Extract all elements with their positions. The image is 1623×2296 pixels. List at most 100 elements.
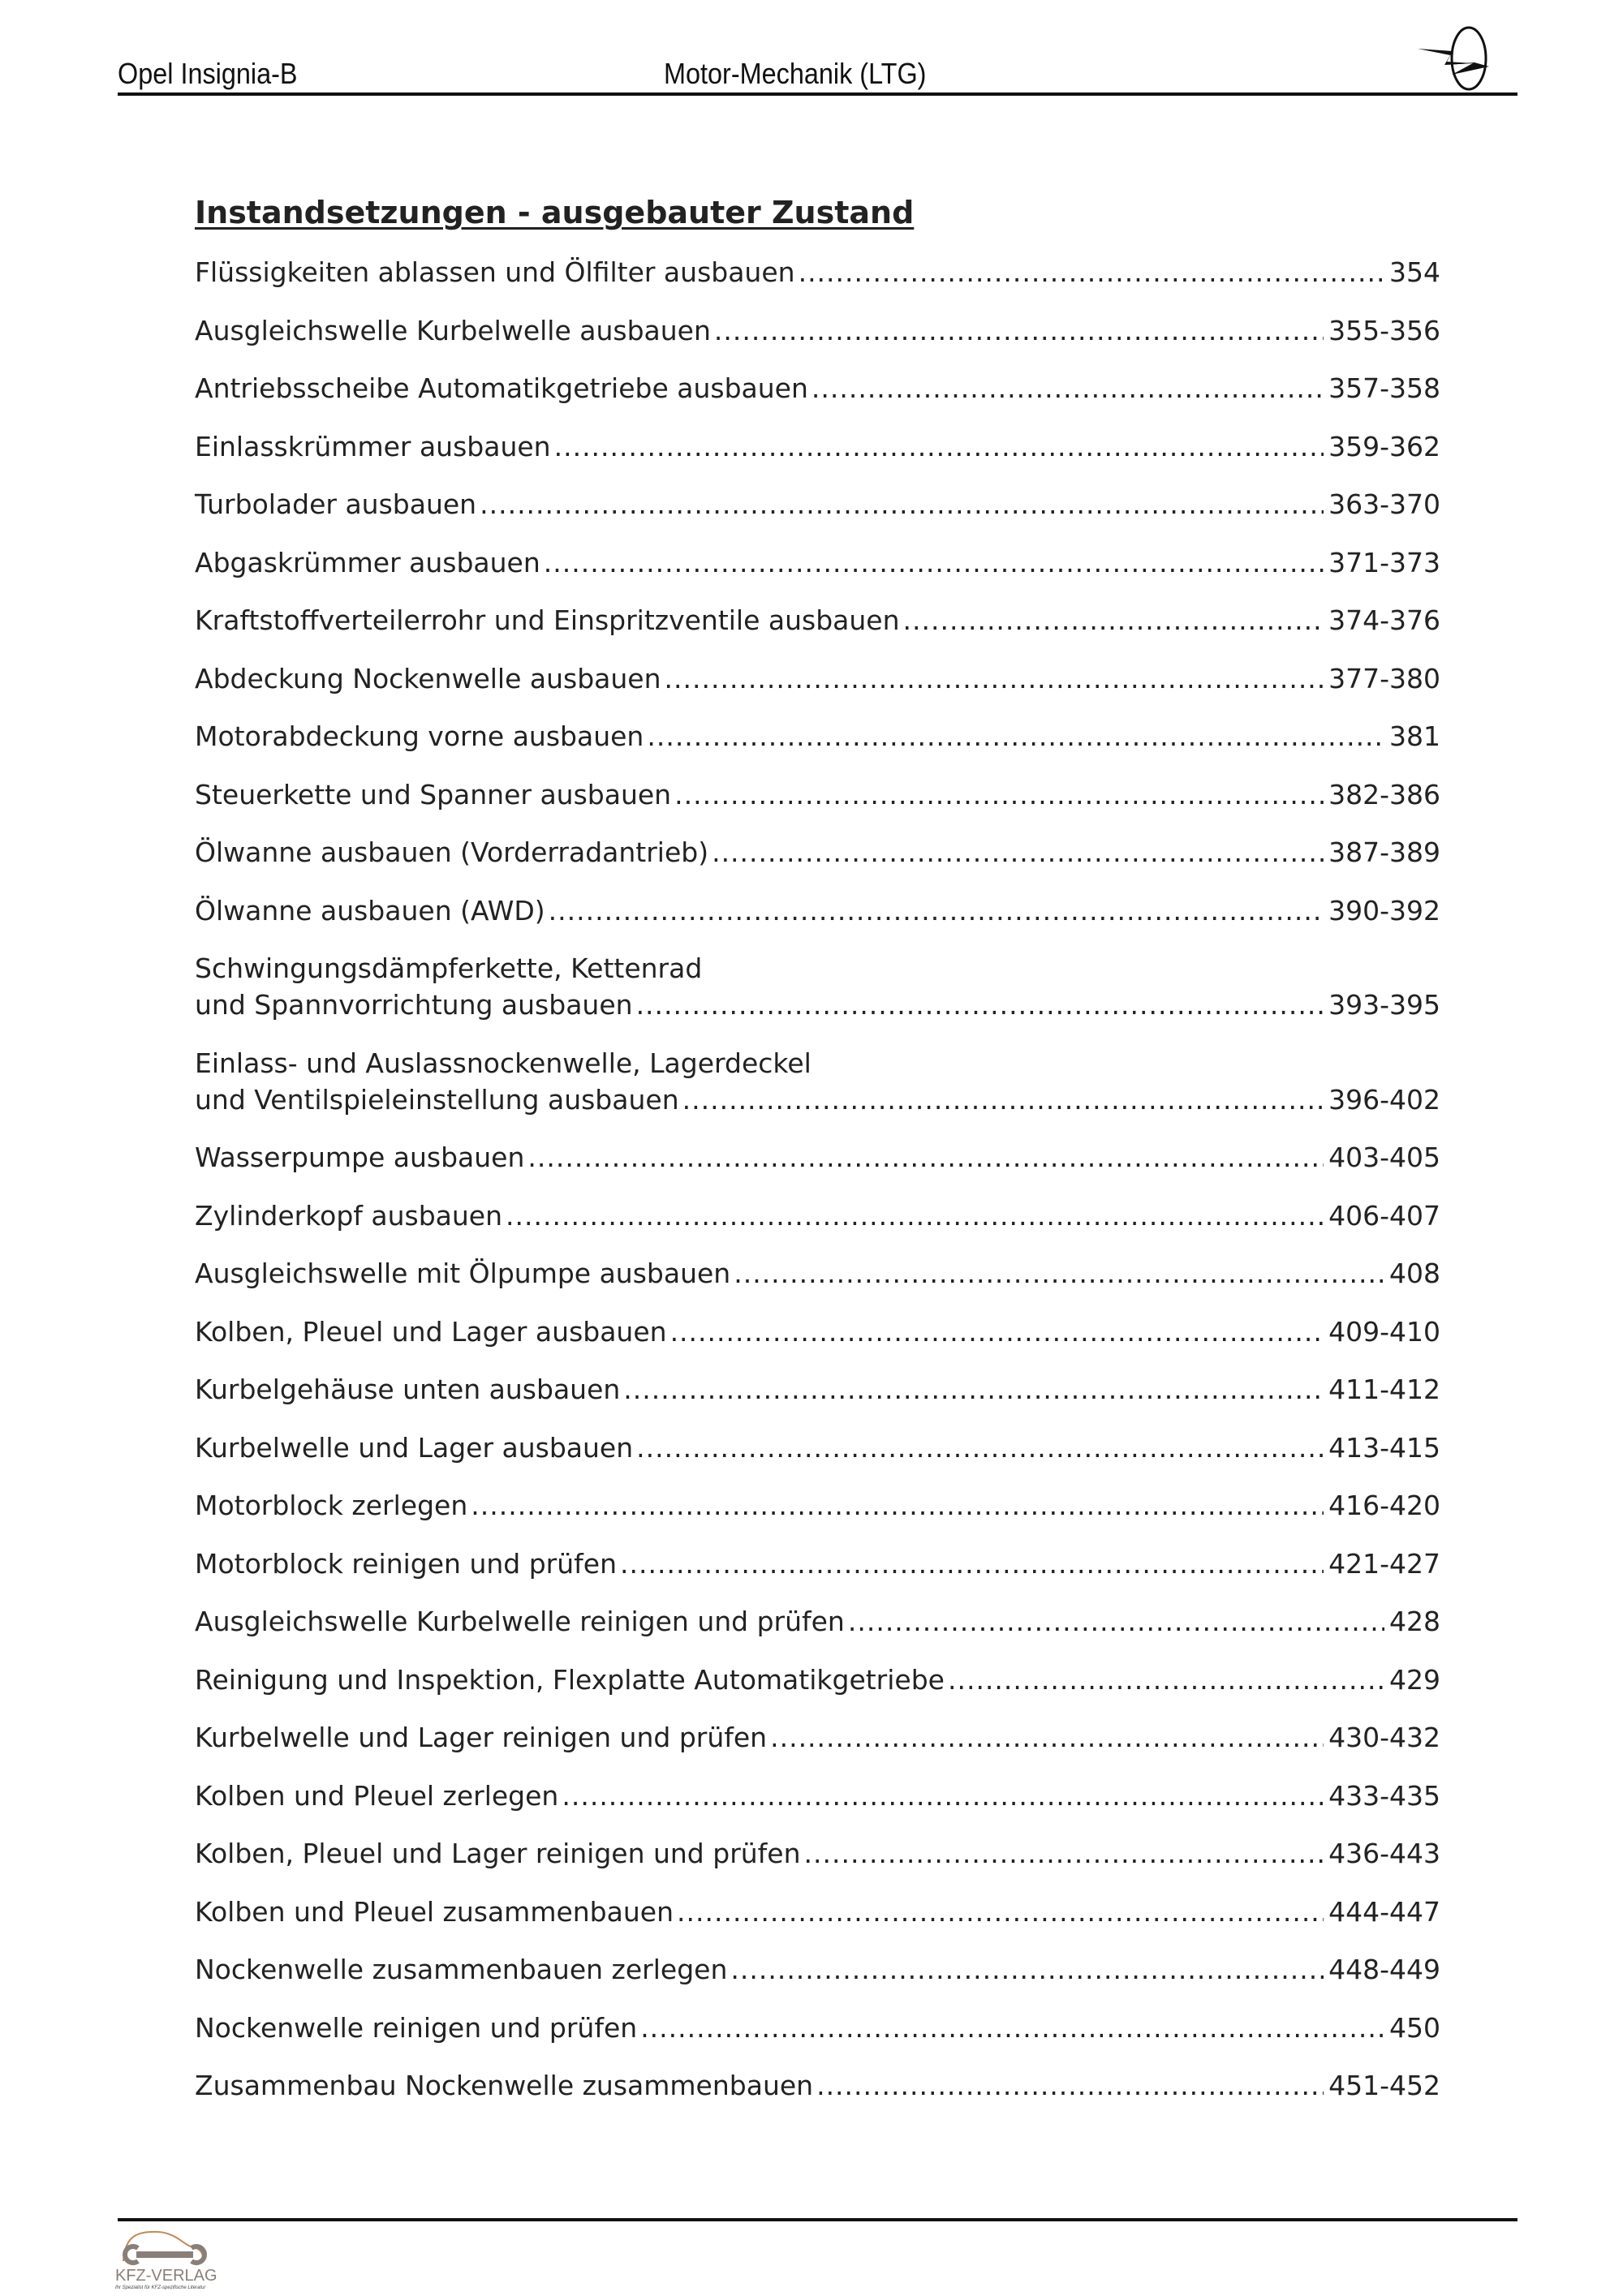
dot-leader [665, 660, 1324, 697]
toc-entry[interactable]: Ausgleichswelle mit Ölpumpe ausbauen 408 [195, 1255, 1440, 1292]
toc-entry-label: Motorabdeckung vorne ausbauen [195, 720, 644, 752]
toc-entry-line: Flüssigkeiten ablassen und Ölfilter ausb… [195, 254, 1440, 290]
toc-entry-page: 451-452 [1328, 2070, 1440, 2101]
toc-entry[interactable]: Einlass- und Auslassnockenwelle, Lagerde… [195, 1045, 1440, 1118]
toc-entry-page: 355-356 [1328, 314, 1440, 346]
toc-entry-line: Zylinderkopf ausbauen 406-407 [195, 1197, 1440, 1234]
toc-entry[interactable]: Steuerkette und Spanner ausbauen 382-386 [195, 776, 1440, 813]
toc-entry-page: 450 [1389, 2011, 1440, 2044]
dot-leader [948, 1662, 1384, 1698]
toc-entry-label: Ausgleichswelle mit Ölpumpe ausbauen [195, 1258, 731, 1289]
toc-entry-label: Kolben und Pleuel zusammenbauen [195, 1895, 674, 1928]
toc-entry[interactable]: Flüssigkeiten ablassen und Ölfilter ausb… [195, 254, 1440, 290]
toc-entry-line: Kurbelgehäuse unten ausbauen 411-412 [195, 1371, 1440, 1408]
toc-entry-label: Nockenwelle reinigen und prüfen [195, 2011, 638, 2044]
dot-leader [623, 1371, 1324, 1408]
svg-text:KFZ-VERLAG: KFZ-VERLAG [115, 2267, 217, 2285]
opel-logo [1418, 26, 1489, 91]
toc-entry[interactable]: Reinigung und Inspektion, Flexplatte Aut… [195, 1662, 1440, 1698]
toc-entry-label: Einlass- und Auslassnockenwelle, Lagerde… [195, 1047, 812, 1079]
dot-leader [730, 1951, 1324, 1988]
toc-entry-line: Ausgleichswelle Kurbelwelle ausbauen 355-… [195, 312, 1440, 349]
toc-entry-label: Kurbelwelle und Lager reinigen und prüfe… [195, 1722, 768, 1753]
dot-leader [471, 1487, 1324, 1524]
toc-entry-page: 416-420 [1328, 1490, 1440, 1521]
toc-entry-page: 409-410 [1328, 1315, 1440, 1348]
toc-entry-page: 371-373 [1328, 546, 1440, 578]
toc-entry[interactable]: Turbolader ausbauen 363-370 [195, 486, 1440, 522]
toc-entry-label: Zusammenbau Nockenwelle zusammenbauen [195, 2070, 814, 2101]
toc-entry-page: 430-432 [1328, 1722, 1440, 1753]
toc-entry[interactable]: Schwingungsdämpferkette, Kettenrad und Sp… [195, 950, 1440, 1023]
dot-leader [770, 1719, 1324, 1756]
toc-entry[interactable]: Motorabdeckung vorne ausbauen 381 [195, 718, 1440, 755]
toc-entry-label: Abdeckung Nockenwelle ausbauen [195, 662, 661, 694]
toc-entry[interactable]: Ausgleichswelle Kurbelwelle reinigen und… [195, 1603, 1440, 1640]
toc-entry-page: 357-358 [1328, 372, 1440, 404]
toc-entry[interactable]: Kolben und Pleuel zusammenbauen 444-447 [195, 1894, 1440, 1930]
toc-entry-label: Abgaskrümmer ausbauen [195, 546, 540, 578]
dot-leader [620, 1546, 1324, 1582]
dot-leader [712, 834, 1324, 871]
toc-entry-line: Kolben und Pleuel zusammenbauen 444-447 [195, 1894, 1440, 1930]
toc-entry[interactable]: Nockenwelle reinigen und prüfen 450 [195, 2010, 1440, 2046]
toc-entry[interactable]: Zylinderkopf ausbauen 406-407 [195, 1197, 1440, 1234]
toc-entry[interactable]: Kolben, Pleuel und Lager ausbauen 409-410 [195, 1314, 1440, 1350]
toc-entry[interactable]: Ausgleichswelle Kurbelwelle ausbauen 355-… [195, 312, 1440, 349]
toc-entry-label: Einlasskrümmer ausbauen [195, 430, 551, 462]
dot-leader [527, 1139, 1324, 1176]
toc-entry[interactable]: Kurbelwelle und Lager reinigen und prüfe… [195, 1719, 1440, 1756]
toc-entry-line: Turbolader ausbauen 363-370 [195, 486, 1440, 522]
table-of-contents: Flüssigkeiten ablassen und Ölfilter ausb… [195, 254, 1440, 2126]
toc-entry[interactable]: Ölwanne ausbauen (Vorderradantrieb) 387-3… [195, 834, 1440, 871]
toc-entry-line: Ölwanne ausbauen (AWD) 390-392 [195, 892, 1440, 929]
toc-entry-label: Kraftstoffverteilerrohr und Einspritzven… [195, 604, 900, 636]
toc-entry[interactable]: Wasserpumpe ausbauen 403-405 [195, 1139, 1440, 1176]
toc-entry-page: 411-412 [1328, 1374, 1440, 1405]
toc-entry-label: Flüssigkeiten ablassen und Ölfilter ausb… [195, 256, 795, 288]
toc-entry-page: 381 [1389, 720, 1440, 752]
toc-entry-label: Kolben und Pleuel zerlegen [195, 1779, 559, 1812]
toc-entry[interactable]: Abdeckung Nockenwelle ausbauen 377-380 [195, 660, 1440, 697]
toc-entry[interactable]: Kraftstoffverteilerrohr und Einspritzven… [195, 602, 1440, 638]
toc-entry-line: Ausgleichswelle Kurbelwelle reinigen und… [195, 1603, 1440, 1640]
toc-entry-line: Kraftstoffverteilerrohr und Einspritzven… [195, 602, 1440, 638]
toc-entry-label: Nockenwelle zusammenbauen zerlegen [195, 1954, 728, 1985]
header-divider [118, 92, 1518, 96]
toc-entry[interactable]: Zusammenbau Nockenwelle zusammenbauen 451… [195, 2067, 1440, 2104]
toc-entry-page: 408 [1389, 1258, 1440, 1289]
footer-divider [118, 2218, 1518, 2221]
toc-entry-label: Motorblock zerlegen [195, 1490, 468, 1521]
toc-entry-label: Motorblock reinigen und prüfen [195, 1547, 617, 1580]
dot-leader [714, 312, 1324, 349]
toc-entry[interactable]: Einlasskrümmer ausbauen 359-362 [195, 428, 1440, 465]
toc-entry-page: 387-389 [1328, 836, 1440, 868]
toc-entry-label: Turbolader ausbauen [195, 488, 477, 520]
toc-entry-page: 354 [1389, 256, 1440, 288]
toc-entry[interactable]: Kurbelgehäuse unten ausbauen 411-412 [195, 1371, 1440, 1408]
toc-entry[interactable]: Kolben, Pleuel und Lager reinigen und pr… [195, 1835, 1440, 1872]
toc-entry[interactable]: Ölwanne ausbauen (AWD) 390-392 [195, 892, 1440, 929]
toc-entry-line: Nockenwelle reinigen und prüfen 450 [195, 2010, 1440, 2046]
toc-entry[interactable]: Abgaskrümmer ausbauen 371-373 [195, 544, 1440, 581]
toc-entry-page: 363-370 [1328, 488, 1440, 520]
toc-entry-page: 377-380 [1328, 662, 1440, 694]
toc-entry-line: Nockenwelle zusammenbauen zerlegen 448-44… [195, 1951, 1440, 1988]
toc-entry[interactable]: Antriebsscheibe Automatikgetriebe ausbau… [195, 370, 1440, 406]
toc-entry-page: 359-362 [1328, 430, 1440, 462]
toc-entry-line: Kolben und Pleuel zerlegen 433-435 [195, 1778, 1440, 1814]
dot-leader [554, 428, 1324, 465]
toc-entry-page: 421-427 [1328, 1547, 1440, 1580]
toc-entry[interactable]: Kolben und Pleuel zerlegen 433-435 [195, 1778, 1440, 1814]
dot-leader [544, 544, 1324, 581]
toc-entry[interactable]: Nockenwelle zusammenbauen zerlegen 448-44… [195, 1951, 1440, 1988]
toc-entry-line: Schwingungsdämpferkette, Kettenrad [195, 950, 1440, 987]
toc-entry-line: und Spannvorrichtung ausbauen 393-395 [195, 987, 1440, 1023]
toc-entry[interactable]: Motorblock zerlegen 416-420 [195, 1487, 1440, 1524]
dot-leader [734, 1255, 1384, 1292]
toc-entry-label: Kurbelwelle und Lager ausbauen [195, 1431, 634, 1464]
toc-entry[interactable]: Motorblock reinigen und prüfen 421-427 [195, 1546, 1440, 1582]
toc-entry-line: Steuerkette und Spanner ausbauen 382-386 [195, 776, 1440, 813]
toc-entry-line: Kolben, Pleuel und Lager reinigen und pr… [195, 1835, 1440, 1872]
toc-entry[interactable]: Kurbelwelle und Lager ausbauen 413-415 [195, 1430, 1440, 1466]
